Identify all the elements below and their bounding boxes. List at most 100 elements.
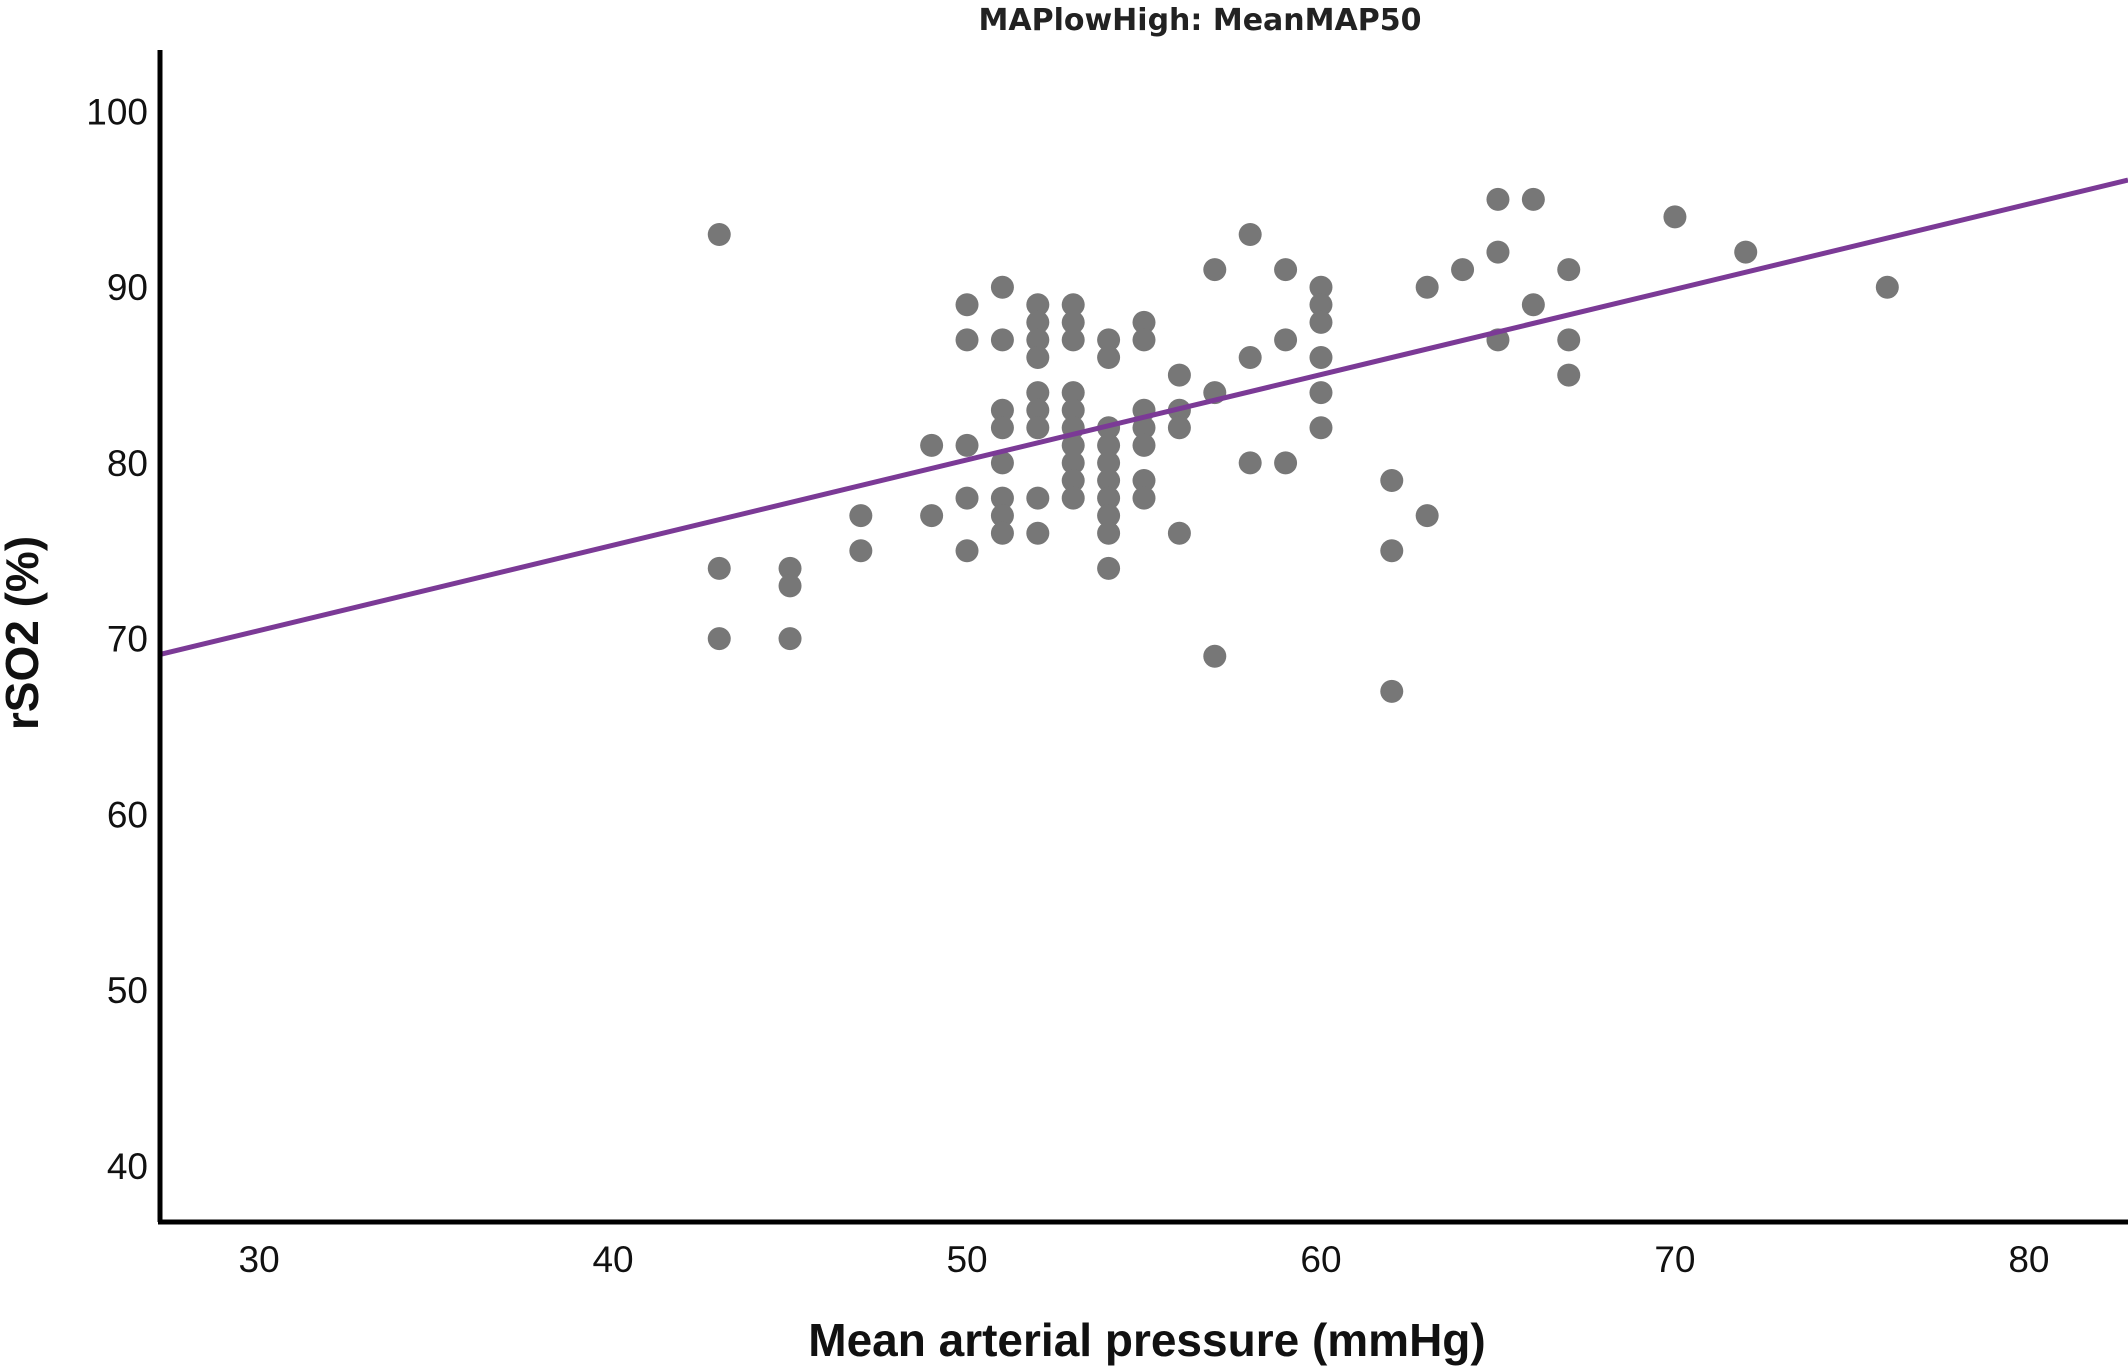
scatter-point: [1167, 363, 1191, 387]
scatter-point: [1026, 416, 1050, 440]
scatter-point: [1663, 205, 1687, 229]
x-tick-labels: 30 40 50 60 70 80: [239, 1239, 2050, 1280]
scatter-point: [849, 539, 873, 563]
axes-layer: [157, 50, 2128, 1225]
y-tick-label: 90: [107, 267, 148, 308]
scatter-point: [1557, 258, 1581, 282]
y-tick-label: 80: [107, 443, 148, 484]
scatter-point: [990, 416, 1014, 440]
scatter-point: [1132, 433, 1156, 457]
scatter-point: [955, 328, 979, 352]
scatter-point: [955, 293, 979, 317]
x-tick-label: 30: [239, 1239, 280, 1280]
scatter-point: [1097, 468, 1121, 492]
scatter-point: [1309, 345, 1333, 369]
scatter-point: [707, 222, 731, 246]
scatter-point: [1132, 416, 1156, 440]
scatter-point: [1238, 345, 1262, 369]
x-tick-label: 60: [1300, 1239, 1341, 1280]
scatter-point: [1097, 433, 1121, 457]
scatter-point: [1026, 398, 1050, 422]
scatter-point: [1061, 381, 1085, 405]
scatter-point: [1415, 275, 1439, 299]
scatter-point: [1167, 521, 1191, 545]
scatter-point: [990, 521, 1014, 545]
scatter-point: [1167, 416, 1191, 440]
scatter-point: [1274, 258, 1298, 282]
y-tick-label: 100: [86, 91, 148, 132]
scatter-point: [1309, 416, 1333, 440]
scatter-point: [990, 275, 1014, 299]
scatter-point: [1026, 345, 1050, 369]
scatter-point: [707, 627, 731, 651]
scatter-point: [1026, 293, 1050, 317]
scatter-point: [1380, 679, 1404, 703]
y-tick-label: 50: [107, 970, 148, 1011]
scatter-point: [849, 504, 873, 528]
x-tick-label: 40: [592, 1239, 633, 1280]
scatter-point: [1061, 486, 1085, 510]
y-tick-labels: 40 50 60 70 80 90 100: [86, 91, 148, 1186]
scatter-point: [1203, 644, 1227, 668]
scatter-point: [1061, 433, 1085, 457]
scatter-point: [1486, 187, 1510, 211]
scatter-point: [1734, 240, 1758, 264]
y-tick-label: 70: [107, 619, 148, 660]
scatter-point: [1132, 486, 1156, 510]
scatter-point: [1309, 275, 1333, 299]
scatter-point: [990, 486, 1014, 510]
scatter-point: [1203, 258, 1227, 282]
scatter-point: [1026, 328, 1050, 352]
scatter-point: [1309, 381, 1333, 405]
scatter-point: [1132, 310, 1156, 334]
scatter-point: [990, 398, 1014, 422]
scatter-point: [1097, 504, 1121, 528]
scatter-point: [990, 504, 1014, 528]
scatter-point: [1061, 398, 1085, 422]
scatter-point: [1132, 468, 1156, 492]
scatter-point: [778, 574, 802, 598]
scatter-point: [1451, 258, 1475, 282]
scatter-point: [920, 504, 944, 528]
scatter-point: [1557, 328, 1581, 352]
scatter-point: [955, 486, 979, 510]
scatter-point: [1061, 468, 1085, 492]
scatter-point: [1061, 328, 1085, 352]
scatter-point: [1274, 451, 1298, 475]
scatter-point: [1309, 293, 1333, 317]
x-tick-label: 70: [1654, 1239, 1695, 1280]
scatter-point: [1380, 468, 1404, 492]
scatter-point: [1309, 310, 1333, 334]
scatter-point: [1238, 451, 1262, 475]
scatter-point: [1875, 275, 1899, 299]
y-tick-label: 40: [107, 1146, 148, 1187]
scatter-point: [1132, 328, 1156, 352]
scatter-point: [778, 556, 802, 580]
scatter-point: [955, 539, 979, 563]
scatter-point: [1557, 363, 1581, 387]
fit-line-layer: [159, 177, 2128, 657]
scatter-point: [1061, 293, 1085, 317]
scatter-point: [955, 433, 979, 457]
scatter-point: [1097, 486, 1121, 510]
regression-line: [159, 177, 2128, 657]
scatter-point: [1061, 310, 1085, 334]
scatter-point: [1026, 486, 1050, 510]
points-layer: [707, 187, 1899, 703]
scatter-point: [1521, 293, 1545, 317]
scatter-point: [1026, 381, 1050, 405]
x-tick-label: 50: [946, 1239, 987, 1280]
scatter-point: [1097, 521, 1121, 545]
scatter-point: [1097, 451, 1121, 475]
scatter-point: [990, 328, 1014, 352]
y-tick-label: 60: [107, 794, 148, 835]
scatter-point: [1061, 451, 1085, 475]
x-tick-label: 80: [2008, 1239, 2049, 1280]
y-axis-label: rSO2 (%): [0, 536, 48, 730]
x-axis-label: Mean arterial pressure (mmHg): [808, 1314, 1485, 1366]
scatter-point: [1026, 521, 1050, 545]
scatter-point: [707, 556, 731, 580]
scatter-point: [1097, 556, 1121, 580]
